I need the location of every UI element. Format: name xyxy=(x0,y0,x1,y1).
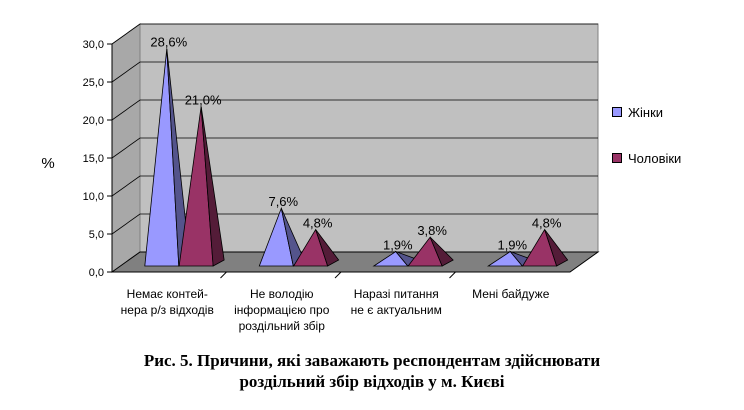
gridline xyxy=(111,175,598,197)
y-tick-label: 20,0 xyxy=(83,115,104,127)
data-label-women: 1,9% xyxy=(497,238,527,253)
x-category-label: інформацією про xyxy=(234,303,330,317)
legend-item-men: Чоловіки xyxy=(612,150,681,166)
x-tick xyxy=(449,271,456,279)
data-label-women: 7,6% xyxy=(268,194,298,209)
caption-line-2: роздільний збір відходів у м. Києві xyxy=(239,372,505,391)
y-axis: 0,0 5,0 10,0 15,0 20,0 25,0 30,0 xyxy=(83,39,113,279)
x-tick xyxy=(220,271,227,279)
bars xyxy=(144,48,569,267)
y-tick-label: 30,0 xyxy=(83,39,104,51)
legend-swatch-men xyxy=(612,153,622,163)
gridline xyxy=(111,99,598,121)
pyramid-men-side xyxy=(544,229,569,267)
y-tick-label: 10,0 xyxy=(83,191,104,203)
legend-item-women: Жінки xyxy=(612,104,681,120)
gridline xyxy=(111,213,598,235)
y-tick-label: 15,0 xyxy=(83,153,104,165)
gridline xyxy=(111,137,598,159)
pyramid-men-side xyxy=(315,229,340,267)
data-label-men: 4,8% xyxy=(303,216,333,231)
data-label-men: 4,8% xyxy=(532,216,562,231)
chart-canvas: 0,0 5,0 10,0 15,0 20,0 25,0 30,0 28,6% 21,0% 7,6… xyxy=(41,23,600,333)
gridlines xyxy=(111,23,598,235)
gridline xyxy=(111,61,598,83)
x-category-label: не є актуальним xyxy=(351,303,442,317)
legend-label-men: Чоловіки xyxy=(628,150,682,166)
x-tick xyxy=(334,271,342,279)
data-label-men: 21,0% xyxy=(185,92,222,107)
x-category-label: роздільний збір xyxy=(239,319,326,333)
y-tick-label: 5,0 xyxy=(89,229,104,241)
legend: Жінки Чоловіки xyxy=(612,104,681,196)
pyramid-men-side xyxy=(200,106,225,267)
figure-caption: Рис. 5. Причини, які заважають респонден… xyxy=(0,350,744,392)
y-axis-label: % xyxy=(41,155,54,172)
x-category-label: Мені байдуже xyxy=(472,287,550,301)
y-tick-label: 25,0 xyxy=(83,77,104,89)
legend-swatch-women xyxy=(612,107,622,117)
caption-line-1: Рис. 5. Причини, які заважають респонден… xyxy=(143,351,601,370)
gridline xyxy=(111,23,598,45)
y-tick-label: 0,0 xyxy=(89,267,104,279)
x-category-label: Немає контей- xyxy=(127,287,208,301)
x-axis: Немає контей-нера р/з відходів Не володію… xyxy=(112,271,570,333)
x-category-label: нера р/з відходів xyxy=(121,303,214,317)
pyramid-men-side xyxy=(429,236,454,267)
data-label-women: 28,6% xyxy=(150,35,187,50)
data-label-women: 1,9% xyxy=(383,238,413,253)
legend-label-women: Жінки xyxy=(628,104,664,120)
x-category-label: Наразі питання xyxy=(354,287,439,301)
data-label-men: 3,8% xyxy=(417,223,447,238)
x-category-label: Не володію xyxy=(250,287,314,301)
data-labels: 28,6% 21,0% 7,6% 4,8% 1,9% 3,8% 1,9% 4,8% xyxy=(150,35,562,253)
